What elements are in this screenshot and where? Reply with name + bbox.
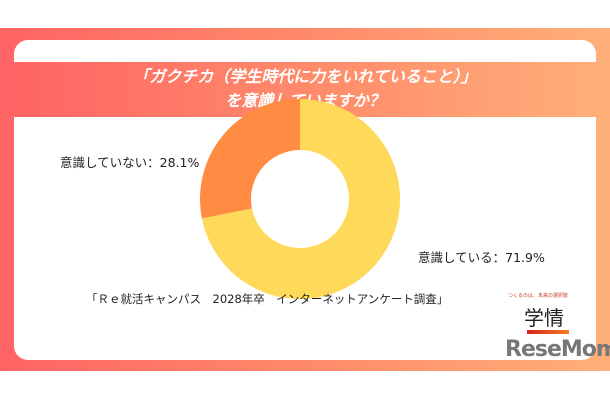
brand-tagline: つくるのは、未来の選択肢	[508, 293, 568, 299]
donut-slice-1	[200, 99, 300, 219]
label-aware: 意識している：71.9%	[418, 250, 545, 265]
resemom-watermark: ReseMom	[505, 337, 610, 362]
gakujo-logo: 学情	[524, 306, 564, 330]
donut-chart	[200, 99, 400, 299]
source-note: 「Ｒｅ就活キャンパス 2028年卒 インターネットアンケート調査」	[86, 292, 449, 306]
logo-bar	[527, 330, 569, 334]
chart-card: 「ガクチカ（学生時代に力をいれていること）」 を意識していますか？	[14, 40, 596, 360]
donut-slice-0	[201, 99, 400, 299]
label-not-aware: 意識していない：28.1%	[60, 155, 200, 170]
title-line-1: 「ガクチカ（学生時代に力をいれていること）」	[133, 67, 477, 86]
